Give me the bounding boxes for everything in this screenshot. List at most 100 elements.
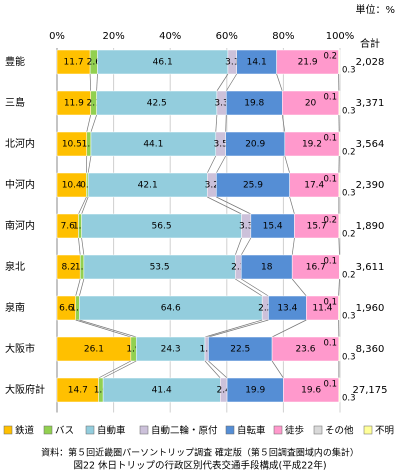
legend-label: 不明 [375, 426, 394, 437]
value-label: 0.2 [342, 230, 356, 240]
x-tick-label: 20% [102, 31, 124, 42]
connector [102, 360, 137, 379]
value-label: 20.9 [245, 140, 265, 150]
value-label: 0.3 [342, 107, 356, 117]
value-label: 0.1 [323, 380, 337, 390]
value-label: 11.7 [64, 58, 84, 68]
legend-label: 徒歩 [285, 425, 304, 437]
value-label: 26.1 [84, 345, 104, 355]
total-label: 2,390 [356, 180, 385, 191]
value-label: 1.6 [94, 386, 109, 396]
bar-segment [135, 336, 206, 362]
value-label: 42.1 [138, 181, 158, 191]
x-tick-label: 40% [159, 31, 181, 42]
connector [234, 237, 242, 256]
value-label: 0.2 [342, 271, 356, 281]
connector [75, 278, 81, 297]
legend-swatch [225, 425, 235, 435]
connector [204, 360, 221, 379]
value-label: 14.7 [68, 386, 88, 396]
value-label: 1.3 [70, 304, 84, 314]
connector [338, 278, 340, 297]
connector [276, 73, 283, 92]
bar-segment [90, 131, 217, 157]
value-label: 0.1 [323, 298, 337, 308]
value-label: 19.9 [245, 386, 265, 396]
bar-segment [338, 295, 340, 321]
value-label: 6.6 [59, 304, 74, 314]
connector [225, 114, 227, 133]
value-label: 0.3 [342, 312, 356, 322]
chart-title: 図22 休日トリップの行政区別代表交通手段構成(平成22年) [73, 460, 326, 472]
value-label: 41.4 [152, 386, 172, 396]
value-label: 22.5 [230, 345, 250, 355]
y-tick-label: 大阪府計 [5, 383, 45, 396]
connector [207, 196, 242, 215]
connector [75, 319, 131, 338]
connector [281, 114, 286, 133]
x-tick-label: 0% [49, 31, 65, 42]
value-label: 64.6 [161, 304, 181, 314]
x-tick-label: 80% [272, 31, 294, 42]
bar-segment [96, 90, 218, 116]
connector [216, 155, 226, 174]
bar-segment [339, 131, 341, 157]
value-label: 0.2 [323, 52, 337, 62]
connector [86, 114, 92, 133]
bar-segment [226, 377, 284, 403]
connector [235, 278, 263, 297]
value-label: 3.3 [214, 99, 228, 109]
bar-segment [276, 49, 339, 75]
connector [81, 237, 85, 256]
bar-segment [240, 254, 293, 280]
value-label: 15.4 [263, 222, 283, 232]
connector [208, 319, 269, 338]
value-label: 56.5 [152, 222, 172, 232]
value-label: 42.5 [147, 99, 167, 109]
bar-segment [102, 377, 221, 403]
y-tick-label: 中河内 [5, 178, 35, 191]
legend-label: その他 [325, 425, 354, 437]
total-label: 3,371 [356, 98, 385, 109]
legend-label: バス [55, 426, 74, 437]
value-label: 14.1 [247, 58, 267, 68]
source: 資料：第５回近畿圏パーソントリップ調査 確定版（第５回調査圏域内の集計） [41, 447, 359, 459]
connector [79, 319, 137, 338]
value-label: 16.7 [306, 263, 326, 273]
bar-segment [338, 336, 341, 362]
legend-swatch [313, 425, 323, 435]
value-label: 1.1 [73, 222, 87, 232]
y-tick-label: 北河内 [5, 137, 35, 150]
connector [215, 114, 218, 133]
connector [90, 114, 97, 133]
legend-swatch [85, 425, 95, 435]
unit: 単位：% [355, 3, 395, 16]
total-label: 2,028 [356, 57, 385, 68]
value-label: 3.3 [239, 222, 253, 232]
connector [291, 237, 295, 256]
value-label: 1.2 [200, 345, 214, 355]
bar-segment [306, 295, 339, 321]
value-label: 11.9 [64, 99, 84, 109]
bar-segment [87, 172, 208, 198]
connector [216, 73, 229, 92]
value-label: 10.4 [62, 181, 82, 191]
value-label: 7.6 [61, 222, 76, 232]
total-label: 3,611 [356, 262, 385, 273]
x-tick-label: 60% [216, 31, 238, 42]
connector [89, 73, 92, 92]
connector [96, 73, 98, 92]
value-label: 0.3 [342, 189, 356, 199]
bar-segment [79, 295, 263, 321]
value-label: 8.2 [61, 263, 75, 273]
value-label: 0.6 [80, 181, 95, 191]
value-label: 1.5 [82, 140, 96, 150]
value-label: 18 [261, 263, 273, 273]
value-label: 0.1 [323, 175, 337, 185]
value-label: 25.9 [243, 181, 263, 191]
value-label: 3.5 [214, 140, 228, 150]
total-label: 8,360 [356, 344, 385, 355]
total-label: 1,890 [356, 221, 385, 232]
bar-segment [291, 254, 340, 280]
